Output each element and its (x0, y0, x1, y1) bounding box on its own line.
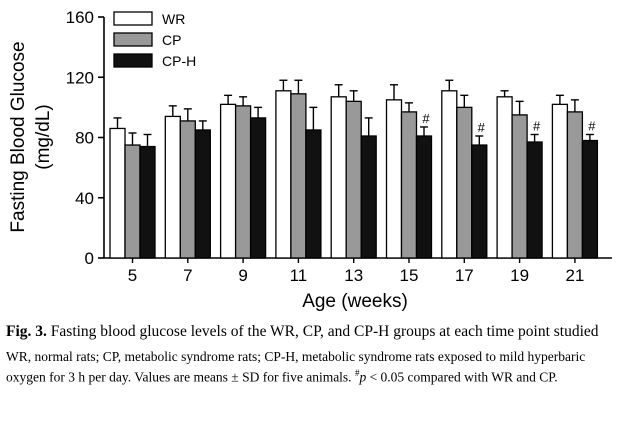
legend-swatch-cp (113, 32, 153, 47)
x-tick-label: 13 (344, 266, 363, 285)
significance-mark: # (533, 118, 541, 133)
bar-wr (109, 127, 126, 259)
y-tick-label: 0 (85, 249, 94, 268)
bar-wr (496, 96, 513, 259)
significance-mark: # (588, 118, 596, 133)
bar-wr (219, 103, 237, 259)
x-tick-label: 9 (238, 266, 247, 285)
caption-note-text: WR, normal rats; CP, metabolic syndrome … (6, 349, 586, 385)
bar-wr (330, 96, 347, 259)
x-tick-label: 5 (128, 266, 137, 285)
bar-cp-h (360, 135, 377, 259)
bar-cp (345, 100, 362, 259)
figure-label: Fig. 3. (6, 323, 47, 340)
y-tick-label: 120 (66, 68, 94, 87)
caption-title-block: Fig. 3. Fasting blood glucose levels of … (6, 322, 618, 341)
bar-cp (456, 106, 473, 259)
y-axis-unit: (mg/dL) (33, 104, 54, 169)
legend-swatch-wr (113, 11, 153, 26)
significance-mark: # (478, 120, 486, 135)
legend-label: CP (162, 32, 181, 48)
x-tick-label: 15 (400, 266, 419, 285)
x-tick-label: 19 (510, 266, 529, 285)
x-tick-label: 11 (290, 266, 308, 285)
bar-cp-h (581, 139, 599, 259)
caption-note-end: < 0.05 compared with WR and CP. (366, 369, 558, 385)
legend-label: CP-H (162, 53, 196, 69)
bar-cp (511, 114, 528, 259)
bar-wr (441, 90, 458, 259)
significance-mark: # (422, 111, 430, 126)
caption-note: WR, normal rats; CP, metabolic syndrome … (6, 349, 618, 386)
bar-cp (400, 111, 418, 259)
y-axis-title: Fasting Blood Glucose (8, 41, 29, 232)
figure: 0 40 80 120 160 Fasting Blood Glucose (mg/dL) 5… (8, 8, 612, 312)
bar-cp-h (194, 129, 211, 259)
x-tick-label: 21 (565, 266, 584, 285)
bar-cp (566, 111, 584, 259)
p-symbol: p (359, 369, 367, 385)
bar-wr (551, 103, 569, 259)
caption-title: Fasting blood glucose levels of the WR, … (50, 323, 599, 340)
x-tick-label: 17 (455, 266, 474, 285)
y-tick-label: 160 (66, 8, 94, 27)
bar-cp (124, 144, 141, 259)
y-tick-label: 80 (75, 129, 94, 148)
y-tick-label: 40 (75, 189, 94, 208)
x-tick-label: 7 (183, 266, 192, 285)
bar-chart: 0 40 80 120 160 Fasting Blood Glucose (mg/dL) 5… (8, 8, 612, 312)
legend-label: WR (162, 11, 185, 27)
bar-cp (234, 105, 252, 259)
bar-cp-h (526, 141, 543, 259)
bar-cp (179, 120, 196, 259)
bar-cp-h (139, 145, 156, 259)
bar-cp-h (305, 129, 322, 259)
bar-cp (290, 93, 307, 259)
legend-swatch-cp-h (113, 53, 153, 68)
figure-caption: Fig. 3. Fasting blood glucose levels of … (6, 322, 618, 386)
bar-cp-h (249, 117, 267, 259)
bar-wr (164, 115, 181, 259)
bar-wr (385, 99, 403, 259)
significance-mark: # (354, 368, 360, 378)
bar-wr (275, 90, 292, 259)
bar-cp-h (471, 144, 488, 259)
bar-cp-h (415, 135, 433, 259)
x-axis-title: Age (weeks) (302, 291, 408, 312)
